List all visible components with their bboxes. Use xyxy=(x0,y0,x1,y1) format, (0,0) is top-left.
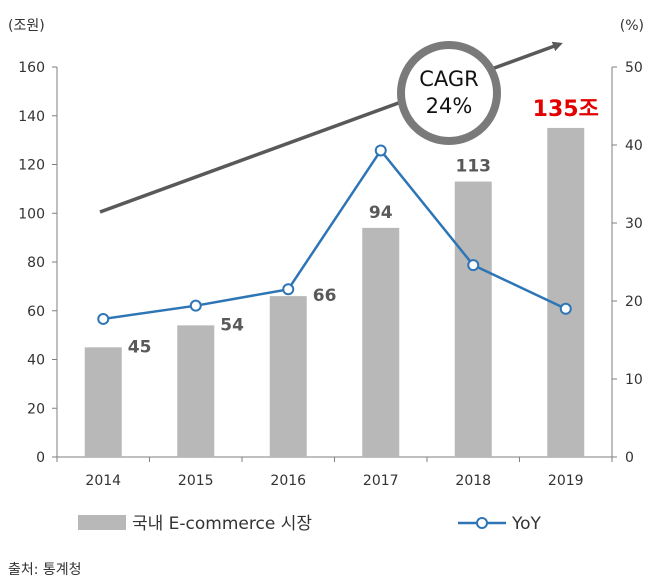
left-axis-unit: (조원) xyxy=(8,18,45,34)
bar xyxy=(84,347,122,457)
bar-value-label: 113 xyxy=(456,157,492,177)
yoy-point xyxy=(559,302,572,315)
left-axis-ticks: 0 20 40 60 80 100 120 140 160 xyxy=(18,60,57,466)
right-axis-ticks: 0 10 20 30 40 50 xyxy=(612,60,643,466)
yoy-point xyxy=(374,144,387,157)
x-tick-label: 2016 xyxy=(270,473,306,489)
yoy-line-series xyxy=(97,144,572,325)
legend-bar-label: 국내 E-commerce 시장 xyxy=(132,514,312,534)
left-tick-label: 20 xyxy=(27,401,45,417)
yoy-point xyxy=(97,312,110,325)
bar xyxy=(547,127,585,457)
left-tick-label: 140 xyxy=(18,109,45,125)
right-tick-label: 50 xyxy=(625,60,643,76)
bar-value-label: 54 xyxy=(220,315,244,335)
source-note: 출처: 통계청 xyxy=(8,562,82,578)
right-tick-label: 40 xyxy=(625,138,643,154)
right-axis-unit: (%) xyxy=(620,18,644,34)
yoy-point xyxy=(189,299,202,312)
left-tick-label: 60 xyxy=(27,304,45,320)
yoy-line xyxy=(103,148,567,321)
bar-value-label-highlight: 135조 xyxy=(533,97,599,122)
left-tick-label: 120 xyxy=(18,158,45,174)
x-tick-label: 2017 xyxy=(363,473,399,489)
x-tick-label: 2018 xyxy=(455,473,491,489)
bar xyxy=(454,181,492,457)
bar-value-label: 94 xyxy=(369,203,393,223)
left-tick-label: 0 xyxy=(36,450,45,466)
legend: 국내 E-commerce 시장 YoY xyxy=(78,514,542,534)
left-tick-label: 80 xyxy=(27,255,45,271)
x-tick-label: 2014 xyxy=(85,473,121,489)
left-tick-label: 160 xyxy=(18,60,45,76)
legend-bar-swatch xyxy=(78,515,126,530)
cagr-circle xyxy=(397,41,501,145)
bar xyxy=(269,296,307,457)
bar-value-labels: 45 54 66 94 113 135조 xyxy=(128,97,599,357)
left-tick-label: 100 xyxy=(18,206,45,222)
right-tick-label: 0 xyxy=(625,450,634,466)
bar-value-label: 45 xyxy=(128,337,152,357)
legend-line-marker xyxy=(476,517,488,529)
x-tick-label: 2019 xyxy=(548,473,584,489)
bar xyxy=(362,227,400,457)
bar-series xyxy=(84,127,585,457)
cagr-label: CAGR xyxy=(419,67,479,91)
legend-line-label: YoY xyxy=(511,514,542,534)
bar xyxy=(177,325,215,457)
right-tick-label: 20 xyxy=(625,294,643,310)
x-axis-ticks: 2014 2015 2016 2017 2018 2019 xyxy=(56,457,613,489)
right-tick-label: 10 xyxy=(625,372,643,388)
right-tick-label: 30 xyxy=(625,216,643,232)
x-tick-label: 2015 xyxy=(178,473,214,489)
left-tick-label: 40 xyxy=(27,353,45,369)
yoy-point xyxy=(467,259,480,272)
bar-value-label: 66 xyxy=(313,286,337,306)
yoy-point xyxy=(282,283,295,296)
cagr-value: 24% xyxy=(426,94,473,118)
